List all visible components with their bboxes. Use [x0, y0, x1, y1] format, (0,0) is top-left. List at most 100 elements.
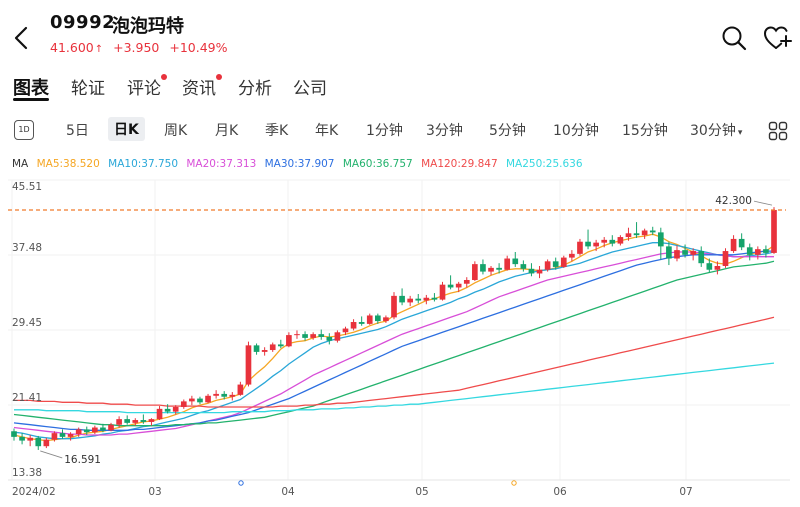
- candle-body: [577, 241, 583, 254]
- candle-body: [172, 406, 179, 412]
- notification-dot: [216, 74, 222, 80]
- candle-body: [763, 249, 769, 253]
- ma20-value: MA20:37.313: [186, 158, 257, 170]
- period-1min[interactable]: 1分钟: [366, 123, 403, 139]
- period-monthly-k[interactable]: 月K: [215, 123, 239, 139]
- candle-body: [544, 261, 551, 270]
- active-tab-indicator: [13, 98, 49, 101]
- x-axis-label: 03: [148, 486, 161, 498]
- candle-body: [641, 230, 648, 236]
- tab-company-label: 公司: [293, 79, 327, 99]
- tab-news-label: 资讯: [182, 79, 216, 99]
- candle-body: [698, 251, 705, 264]
- event-marker-icon: [511, 480, 517, 486]
- tab-chart[interactable]: 图表: [13, 74, 49, 100]
- candle-body: [383, 317, 389, 322]
- period-3min[interactable]: 3分钟: [426, 123, 463, 139]
- calendar-1d-icon[interactable]: 1D: [14, 120, 34, 140]
- x-axis-label: 04: [281, 486, 295, 498]
- candle-body: [593, 242, 599, 247]
- period-10min[interactable]: 10分钟: [553, 123, 599, 139]
- candle-body: [504, 258, 511, 270]
- period-5d[interactable]: 5日: [66, 123, 89, 139]
- candle-body: [326, 336, 333, 341]
- candle-body: [706, 263, 713, 270]
- candle-body: [334, 332, 341, 341]
- ma120-line: [14, 316, 775, 408]
- candle-body: [439, 284, 446, 300]
- candle-body: [237, 384, 244, 395]
- candle-body: [92, 427, 98, 433]
- candle-body: [682, 250, 688, 255]
- last-price-pointer: [753, 200, 773, 206]
- candle-body: [496, 267, 502, 270]
- candle-body: [189, 398, 195, 402]
- candle-body: [116, 419, 122, 425]
- candle-body: [738, 238, 745, 248]
- y-axis-label: 29.45: [12, 317, 42, 329]
- period-30min[interactable]: 30分钟 ▾: [690, 120, 742, 140]
- x-axis-label: 05: [415, 486, 428, 498]
- add-favorite-icon[interactable]: [762, 23, 792, 53]
- candle-body: [310, 334, 316, 338]
- candle-body: [447, 284, 454, 288]
- period-yearly-k[interactable]: 年K: [315, 123, 339, 139]
- y-axis-label: 37.48: [12, 242, 42, 254]
- stock-header: 09992 泡泡玛特 41.600↑ +3.950 +10.49%: [0, 0, 800, 62]
- candle-body: [350, 322, 357, 329]
- candle-body: [197, 398, 203, 403]
- candle-body: [552, 261, 559, 267]
- candle-body: [391, 295, 397, 318]
- candle-body: [399, 295, 405, 303]
- tab-comments[interactable]: 评论: [127, 74, 167, 99]
- event-marker-icon: [238, 480, 244, 486]
- grid-menu-icon[interactable]: [768, 121, 788, 141]
- stock-change: +3.950: [113, 40, 160, 55]
- tab-news[interactable]: 资讯: [182, 74, 222, 99]
- tab-warrants-label: 轮证: [71, 79, 105, 99]
- tab-company[interactable]: 公司: [293, 74, 327, 99]
- x-axis-label: 07: [679, 486, 692, 498]
- up-arrow-icon: ↑: [94, 44, 104, 55]
- period-quarterly-k[interactable]: 季K: [265, 123, 289, 139]
- candle-body: [512, 258, 519, 265]
- y-axis-label: 21.41: [12, 392, 42, 404]
- candle-body: [690, 251, 696, 255]
- period-selector: 1D 5日 日K 周K 月K 季K 年K 1分钟 3分钟 5分钟 10分钟 15…: [0, 116, 800, 146]
- candle-body: [59, 433, 66, 437]
- candle-body: [83, 429, 90, 433]
- period-daily-k[interactable]: 日K: [108, 117, 145, 141]
- candle-body: [625, 233, 632, 238]
- period-5min[interactable]: 5分钟: [489, 123, 526, 139]
- period-15min[interactable]: 15分钟: [622, 123, 668, 139]
- candle-body: [455, 283, 462, 288]
- ma10-value: MA10:37.750: [108, 158, 179, 170]
- candle-body: [472, 264, 478, 280]
- ma250-line: [14, 362, 775, 414]
- candle-body: [366, 315, 373, 324]
- candle-body: [229, 394, 236, 397]
- tab-analysis[interactable]: 分析: [238, 74, 272, 99]
- candle-body: [11, 431, 17, 437]
- ma5-value: MA5:38.520: [36, 158, 100, 170]
- candle-body: [488, 267, 494, 272]
- candlestick-chart[interactable]: 45.51 37.48 29.45 21.41 13.38 2024/02 03 04 05 06…: [0, 170, 800, 507]
- ma-label: MA: [12, 158, 29, 170]
- candle-body: [100, 427, 106, 431]
- candle-body: [318, 334, 325, 337]
- candle-body: [148, 419, 155, 422]
- tab-warrants[interactable]: 轮证: [71, 74, 105, 99]
- stock-quote: 41.600↑ +3.950 +10.49%: [50, 40, 234, 55]
- period-30min-label: 30分钟: [690, 123, 736, 139]
- ma60-line: [13, 260, 775, 427]
- x-axis-label: 06: [553, 486, 567, 498]
- search-icon[interactable]: [720, 24, 748, 52]
- candle-body: [560, 257, 567, 267]
- candle-body: [520, 264, 527, 269]
- candle-body: [375, 315, 381, 322]
- back-arrow-icon[interactable]: [8, 24, 36, 52]
- ma-legend: MA MA5:38.520 MA10:37.750 MA20:37.313 MA…: [12, 158, 588, 170]
- period-weekly-k[interactable]: 周K: [164, 123, 188, 139]
- candle-body: [463, 280, 470, 284]
- candle-body: [253, 345, 260, 352]
